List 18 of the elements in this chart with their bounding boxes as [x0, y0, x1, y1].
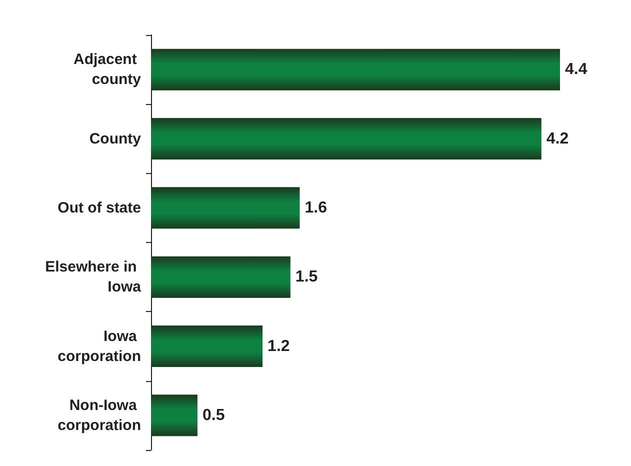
y-tick-label: Elsewhere in Iowa: [45, 258, 142, 296]
bar: [151, 118, 542, 160]
y-tick-label: Iowa corporation: [58, 328, 141, 365]
data-label: 4.2: [546, 130, 569, 148]
bar: [151, 187, 300, 229]
bar: [151, 48, 560, 90]
y-tick-label: Adjacent county: [73, 51, 142, 88]
y-tick-label: Non-Iowa corporation: [58, 396, 141, 434]
bar: [151, 256, 290, 298]
data-label: 1.2: [268, 338, 290, 355]
bar: [151, 394, 198, 436]
data-label: 4.4: [565, 61, 588, 78]
data-label: 0.5: [202, 406, 225, 424]
data-label: 1.5: [295, 268, 318, 286]
data-label: 1.6: [304, 199, 328, 216]
y-tick-label: County: [89, 130, 142, 148]
bar: [151, 326, 263, 367]
y-tick-label: Out of state: [58, 199, 141, 216]
